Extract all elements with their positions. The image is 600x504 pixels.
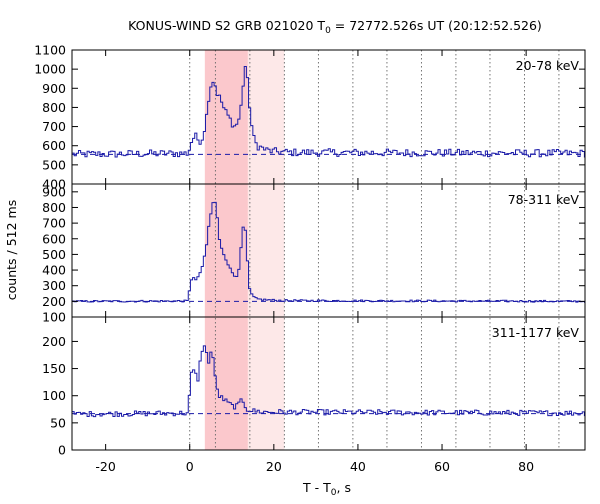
panel-3-ytick-label-4: 200 bbox=[42, 334, 66, 349]
series-layer bbox=[72, 65, 585, 418]
panel-2-ytick-label-5: 600 bbox=[42, 231, 66, 246]
panel-3-band-label: 311-1177 keV bbox=[492, 325, 580, 340]
panel-3-frame bbox=[71, 316, 586, 451]
panel-2-band-label: 78-311 keV bbox=[508, 192, 580, 207]
x-axis-label: T - T0, s bbox=[302, 480, 351, 498]
panel-1-ytick-label-3: 700 bbox=[42, 119, 66, 134]
panel-1-ytick-label-4: 800 bbox=[42, 100, 66, 115]
x-tick-label-2: 20 bbox=[266, 459, 282, 474]
panel-3-series-line bbox=[72, 345, 585, 418]
shaded-interval-1 bbox=[204, 50, 248, 450]
panel-1-ytick-label-2: 600 bbox=[42, 138, 66, 153]
x-tick-label-5: 80 bbox=[518, 459, 534, 474]
panel-2-series-line bbox=[72, 201, 585, 303]
panel-3-ytick-label-3: 150 bbox=[42, 361, 66, 376]
panel-1-series-line bbox=[72, 65, 585, 158]
panel-2-ytick-label-6: 700 bbox=[42, 216, 66, 231]
panel-1-frame bbox=[71, 49, 586, 185]
y-axis-label: counts / 512 ms bbox=[4, 200, 19, 300]
panel-1-band-label: 20-78 keV bbox=[516, 58, 580, 73]
x-tick-label-1: 0 bbox=[186, 459, 194, 474]
panel-1-ytick-label-7: 1100 bbox=[34, 43, 66, 58]
x-tick-label-0: -20 bbox=[95, 459, 115, 474]
shading-layer bbox=[204, 50, 285, 450]
panel-2-ytick-label-2: 300 bbox=[42, 278, 66, 293]
panel-2-ytick-label-4: 500 bbox=[42, 247, 66, 262]
chart-title: KONUS-WIND S2 GRB 021020 T0 = 72772.526s… bbox=[128, 18, 542, 36]
panel-1-ytick-label-5: 900 bbox=[42, 81, 66, 96]
panel-3-ytick-label-2: 100 bbox=[42, 388, 66, 403]
x-tick-label-4: 60 bbox=[434, 459, 450, 474]
panel-1-ytick-label-6: 1000 bbox=[34, 62, 66, 77]
panel-3-ytick-label-0: 0 bbox=[58, 443, 66, 458]
panel-2-ytick-label-3: 400 bbox=[42, 263, 66, 278]
panel-1-ytick-label-0: 400 bbox=[42, 177, 66, 192]
panel-2-ytick-label-8: 900 bbox=[42, 184, 66, 199]
panel-2-ytick-label-7: 800 bbox=[42, 200, 66, 215]
panel-3-ytick-label-1: 50 bbox=[50, 415, 66, 430]
panel-2-ytick-label-0: 100 bbox=[42, 310, 66, 325]
x-tick-label-3: 40 bbox=[350, 459, 366, 474]
panel-2-ytick-label-1: 200 bbox=[42, 294, 66, 309]
panel-1-ytick-label-1: 500 bbox=[42, 157, 66, 172]
gridline-layer bbox=[189, 50, 560, 450]
